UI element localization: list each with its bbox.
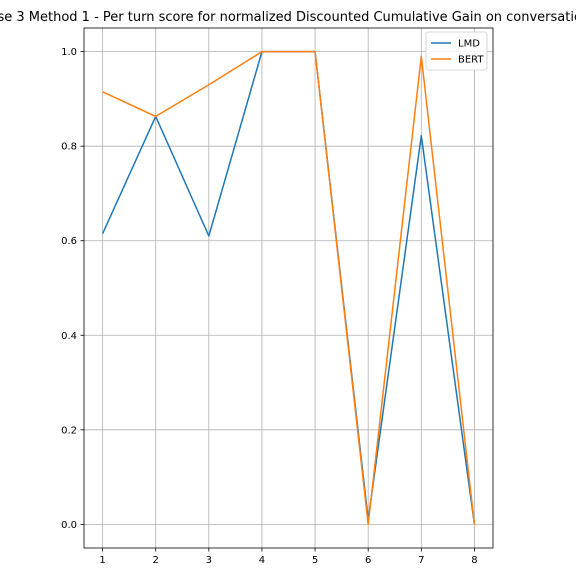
x-tick-label: 5 [312,555,318,566]
y-tick-label: 0.2 [61,425,77,436]
x-tick-label: 7 [418,555,424,566]
x-tick-label: 8 [471,555,477,566]
series-lines [101,50,476,526]
y-tick-label: 0.8 [61,142,77,153]
plot-frame [83,27,494,549]
x-tick-label: 4 [259,555,265,566]
x-tick-label: 3 [206,555,212,566]
x-tick-label: 2 [153,555,159,566]
x-tick-label: 6 [365,555,371,566]
x-tick-label: 1 [99,555,105,566]
y-tick-label: 1.0 [61,47,77,58]
y-tick-label: 0.0 [61,520,77,531]
legend: LMD BERT [425,31,488,71]
y-tick-label: 0.4 [61,331,77,342]
legend-label: LMD [458,39,480,50]
legend-label: BERT [458,55,484,66]
axis-ticks: 1 2 3 4 5 6 7 8 0.0 0.2 0.4 0.6 0.8 1.0 [61,47,478,566]
legend-box [425,31,488,71]
chart-title: Phase 3 Method 1 - Per turn score for no… [0,10,576,25]
series-line-bert [102,50,476,526]
y-tick-label: 0.6 [61,236,77,247]
